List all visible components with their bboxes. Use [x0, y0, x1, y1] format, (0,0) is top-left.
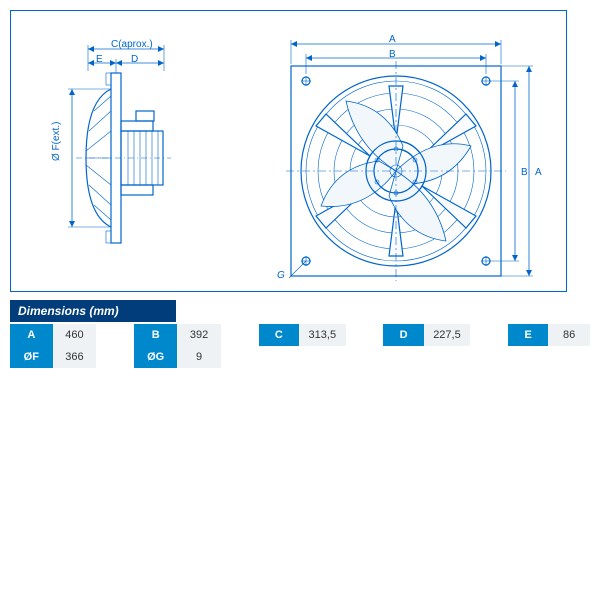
td-c: 313,5 [299, 324, 345, 346]
td-e: 86 [548, 324, 590, 346]
diagram-container: C(aprox.) E D Ø F(ext.) [10, 10, 567, 292]
td-b: 392 [177, 324, 221, 346]
th-d: D [383, 324, 423, 346]
dimensions-table: A 460 B 392 C 313,5 D 227,5 E 86 ØF 366 … [10, 324, 590, 368]
td-of: 366 [53, 346, 97, 368]
table-title: Dimensions (mm) [10, 300, 176, 322]
label-a-right: A [535, 167, 542, 178]
label-b-right: B [521, 167, 528, 178]
td-og: 9 [177, 346, 221, 368]
td-d: 227,5 [424, 324, 470, 346]
label-b-top: B [389, 49, 396, 60]
label-c: C(aprox.) [111, 39, 153, 50]
th-a: A [10, 324, 53, 346]
th-b: B [134, 324, 177, 346]
th-c: C [259, 324, 299, 346]
label-f: Ø F(ext.) [51, 122, 62, 161]
td-a: 460 [53, 324, 97, 346]
front-view-drawing [271, 36, 551, 286]
label-d: D [131, 54, 138, 65]
label-e: E [96, 54, 103, 65]
th-og: ØG [134, 346, 177, 368]
label-g: G [277, 270, 285, 281]
th-e: E [508, 324, 548, 346]
label-a-top: A [389, 34, 396, 45]
side-view-drawing [66, 41, 216, 271]
th-of: ØF [10, 346, 53, 368]
